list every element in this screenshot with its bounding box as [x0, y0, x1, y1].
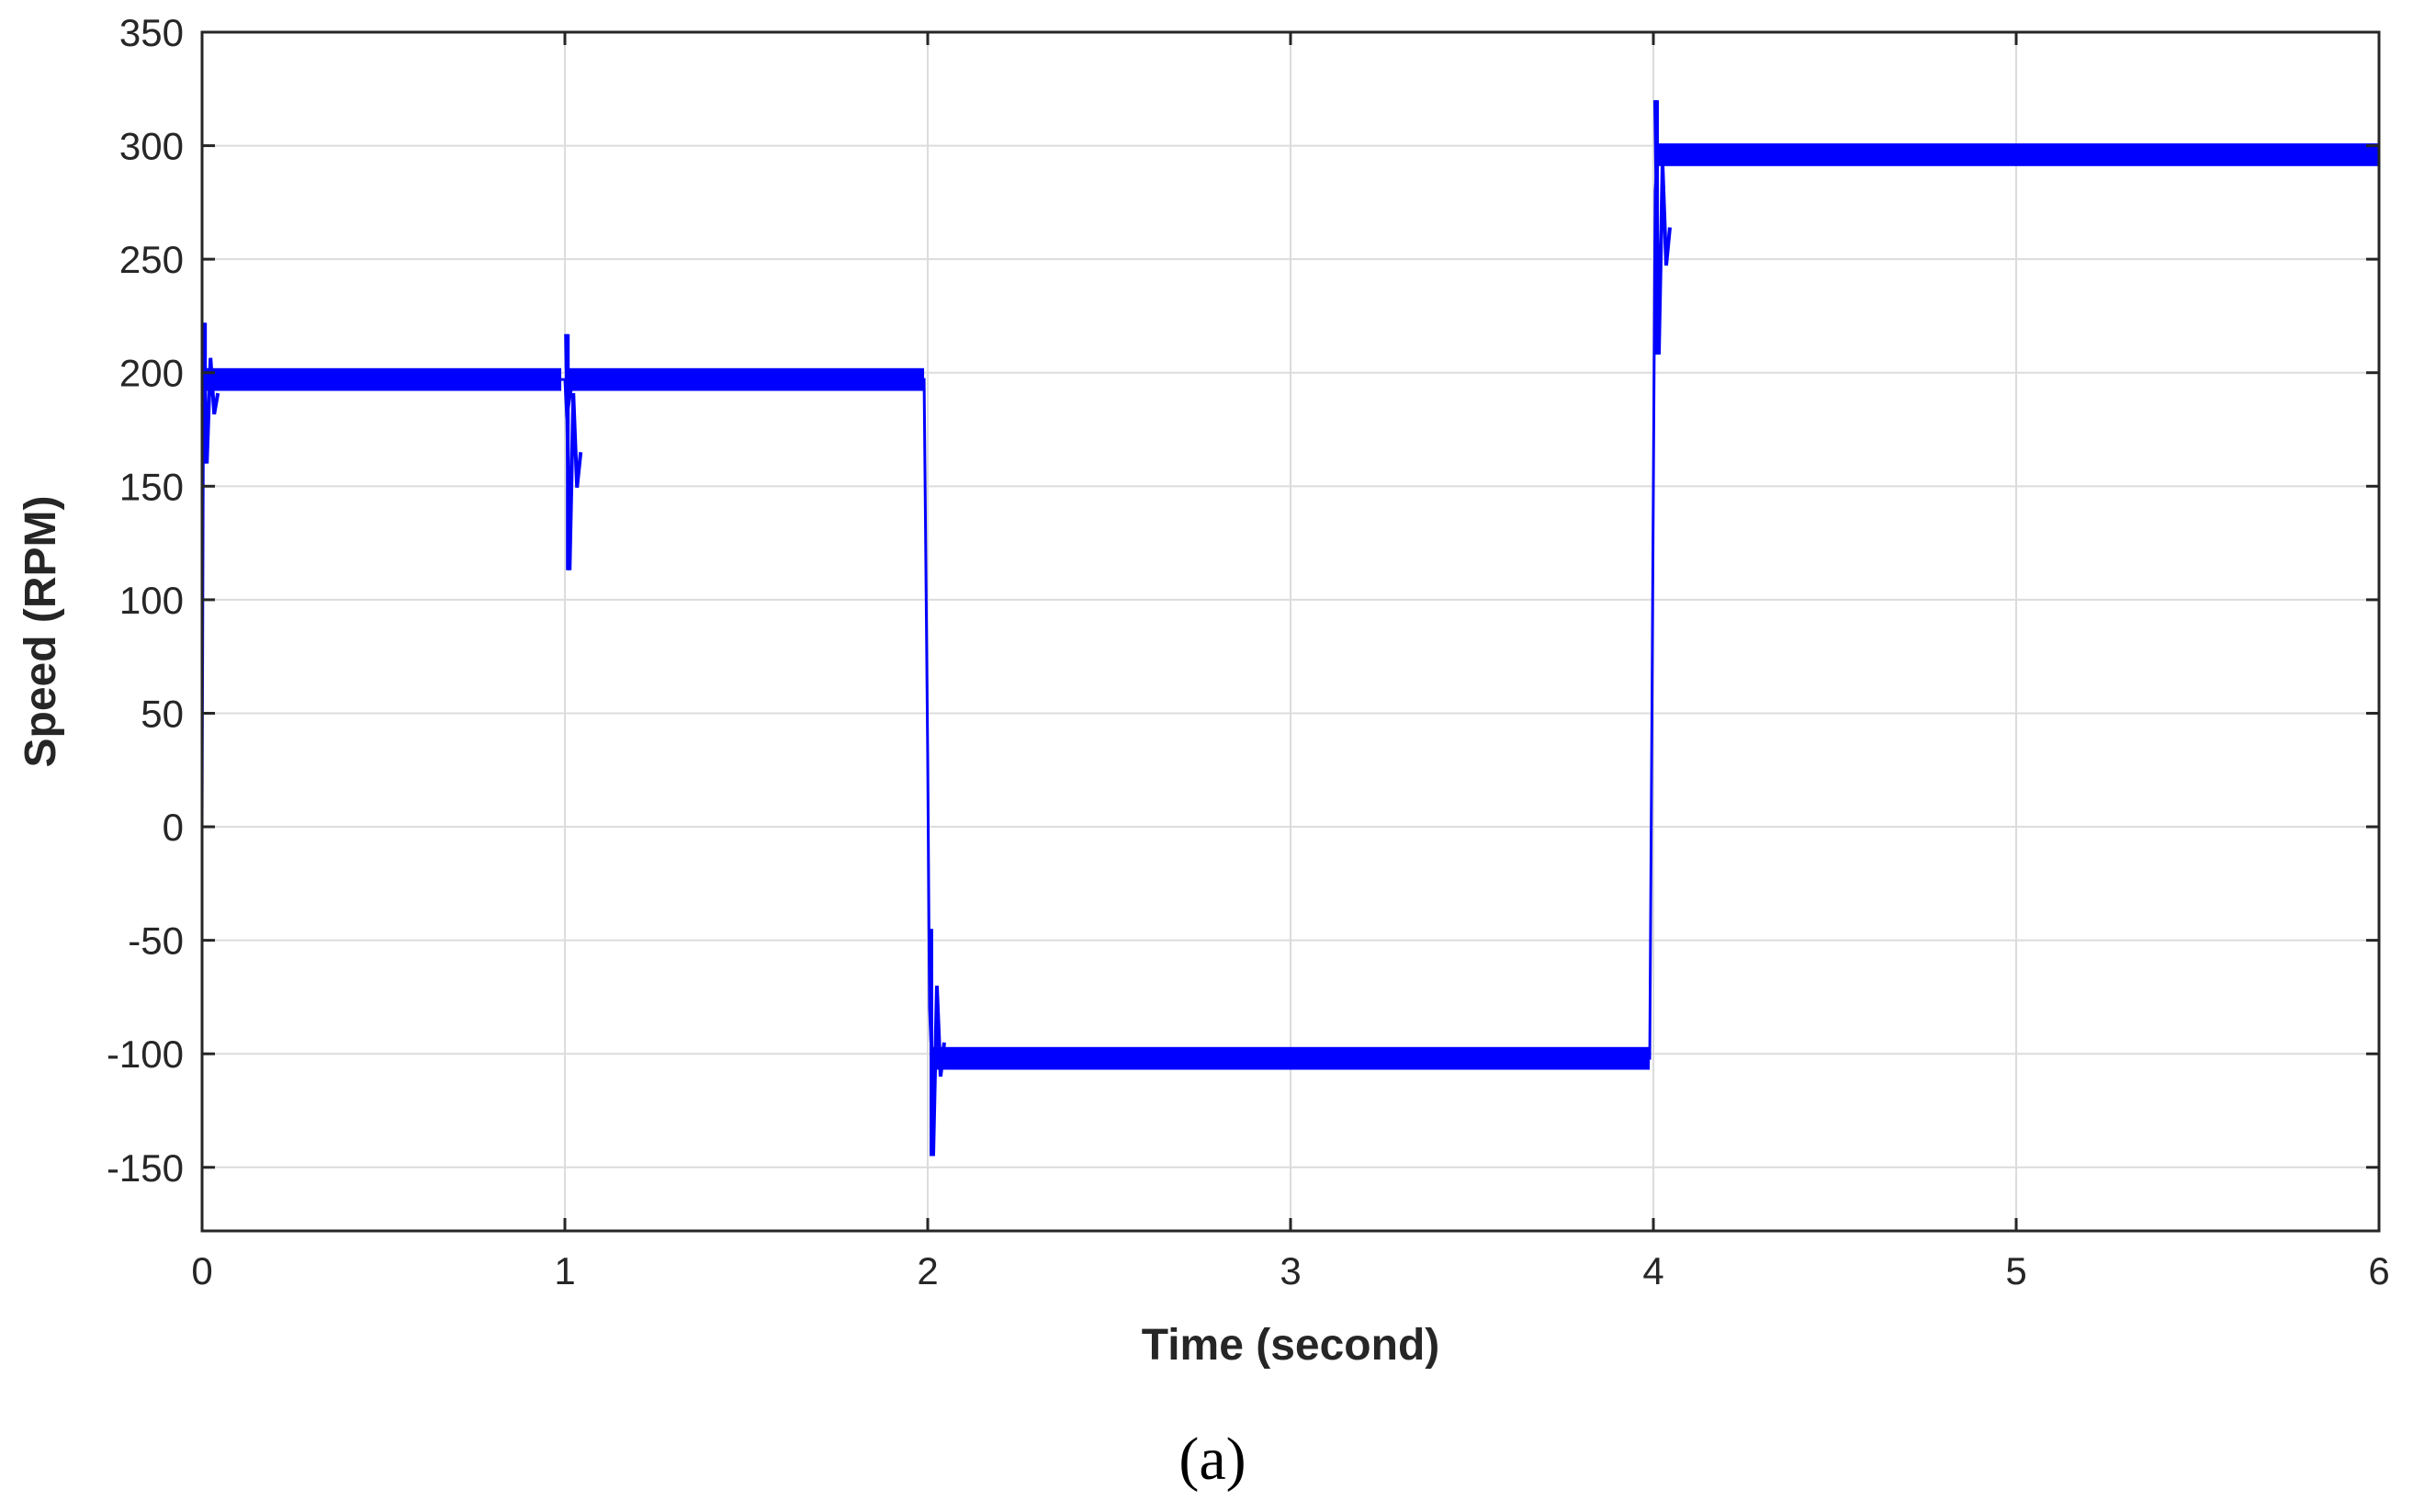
y-tick-label: 200 — [119, 352, 184, 395]
y-tick-label: -100 — [107, 1032, 184, 1076]
y-tick-label: 300 — [119, 125, 184, 168]
x-tick-label: 6 — [2368, 1249, 2389, 1292]
y-tick-label: -150 — [107, 1146, 184, 1190]
y-tick-label: 100 — [119, 579, 184, 622]
y-tick-label: 50 — [141, 692, 184, 735]
x-tick-label: 1 — [554, 1249, 575, 1292]
speed-series-line — [200, 152, 2379, 1063]
x-axis-label: Time (second) — [1142, 1321, 1440, 1370]
y-tick-label: 350 — [119, 11, 184, 54]
x-tick-label: 5 — [2005, 1249, 2026, 1292]
figure-caption: (a) — [1178, 1426, 1246, 1493]
y-tick-label: -50 — [128, 920, 184, 963]
x-tick-label: 0 — [191, 1249, 212, 1292]
x-tick-label: 4 — [1642, 1249, 1663, 1292]
y-tick-label: 250 — [119, 238, 184, 281]
y-tick-label: 0 — [163, 806, 184, 849]
y-axis-label: Speed (RPM) — [17, 495, 65, 767]
data-layer — [200, 100, 2379, 1157]
x-tick-label: 2 — [917, 1249, 938, 1292]
y-axis-ticks: -150 -100 -50 0 50 100 150 200 250 300 350 — [107, 11, 2379, 1190]
y-tick-label: 150 — [119, 465, 184, 508]
x-tick-label: 3 — [1280, 1249, 1301, 1292]
x-axis-ticks: 0 1 2 3 4 5 6 — [191, 32, 2390, 1292]
grid-lines — [202, 31, 2379, 1231]
